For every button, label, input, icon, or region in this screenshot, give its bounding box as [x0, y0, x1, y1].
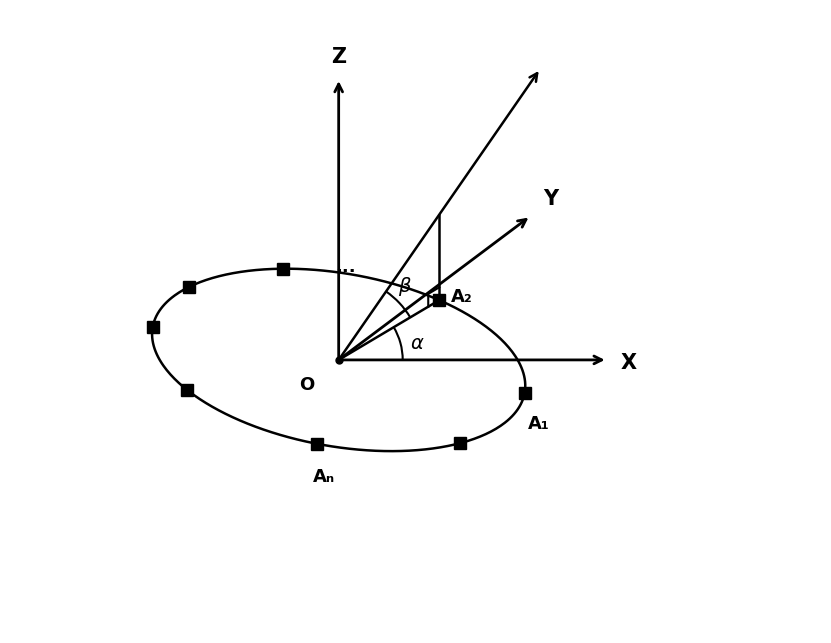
Text: A₁: A₁ [528, 415, 549, 433]
Text: A₂: A₂ [450, 288, 473, 306]
Text: α: α [410, 334, 423, 354]
Text: Aₙ: Aₙ [312, 468, 335, 486]
Text: Y: Y [543, 190, 558, 210]
Text: X: X [621, 353, 637, 373]
Text: O: O [299, 376, 314, 394]
Text: β: β [398, 277, 411, 296]
Text: Z: Z [331, 47, 347, 67]
Text: ...: ... [335, 257, 356, 275]
